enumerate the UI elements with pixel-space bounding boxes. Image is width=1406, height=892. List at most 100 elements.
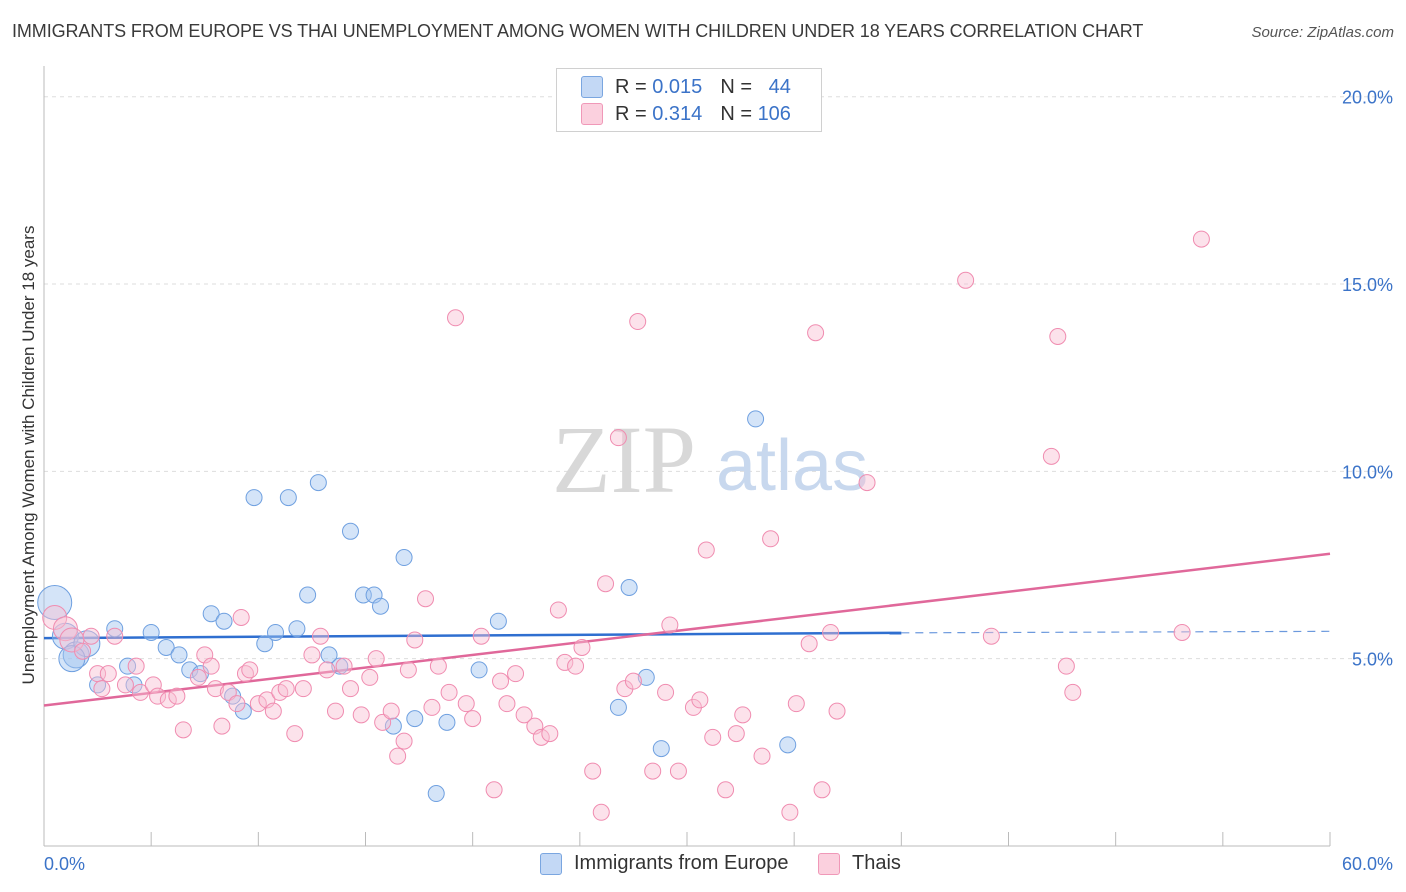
data-point-europe [395,549,413,567]
data-point-europe [157,638,175,656]
data-point-thais [498,695,516,713]
x-tick-label: 0.0% [44,854,85,874]
data-point-thais [93,680,111,698]
data-point-europe [288,620,306,638]
data-point-thais [440,683,458,701]
data-point-thais [423,698,441,716]
trend-line-europe [43,631,902,640]
legend-n-label: N = [720,75,752,98]
data-point-thais [417,590,435,608]
y-tick-label: 20.0% [1342,88,1393,108]
data-point-thais [326,702,344,720]
series-swatch-thais [818,852,840,875]
legend-r-label: R = [615,102,647,125]
data-point-thais [858,474,876,492]
data-point-thais [457,695,475,713]
data-point-thais [352,706,370,724]
data-point-thais [74,642,92,660]
data-point-europe [384,717,402,735]
data-point-europe [620,579,638,597]
data-point-thais [567,657,585,675]
data-point-thais [957,271,975,289]
data-point-thais [277,680,295,698]
y-axis-label: Unemployment Among Women with Children U… [19,225,38,685]
y-tick-label: 5.0% [1352,650,1393,670]
correlation-legend: R = 0.015 N = 44 R = 0.314 N = 106 [556,68,822,132]
data-point-thais [189,668,207,686]
data-point-europe [438,713,456,731]
data-point-thais [399,661,417,679]
data-point-thais [584,762,602,780]
data-point-thais [704,728,722,746]
data-point-thais [813,781,831,799]
legend-swatch-europe [581,76,603,98]
data-point-thais [228,695,246,713]
data-point-thais [982,627,1000,645]
data-point-europe [106,620,124,638]
series-legend-europe: Immigrants from Europe [540,852,789,875]
data-point-europe [489,612,507,630]
data-point-thais [429,657,447,675]
data-point-europe [331,657,349,675]
legend-r-value: 0.015 [652,75,703,98]
data-point-thais [219,683,237,701]
data-point-europe [427,785,445,803]
data-point-thais [303,646,321,664]
data-point-thais [341,680,359,698]
data-point-europe [73,630,101,658]
axes [43,66,1331,847]
data-point-thais [1192,230,1210,248]
legend-swatch-thais [581,103,603,125]
data-point-thais [144,676,162,694]
data-point-thais [318,661,336,679]
data-point-thais [507,665,525,683]
data-point-thais [734,706,752,724]
series-legend: Immigrants from Europe Thais [0,852,1406,878]
data-point-europe [372,597,390,615]
legend-n-value: 106 [757,102,791,125]
data-point-thais [532,728,550,746]
data-point-thais [202,657,220,675]
source-credit: Source: ZipAtlas.com [1251,24,1394,41]
data-point-europe [747,410,765,428]
data-point-europe [266,623,284,641]
data-point-thais [213,717,231,735]
data-point-europe [256,635,274,653]
trend-line-thais [43,552,1331,707]
data-point-europe [309,474,327,492]
legend-n-label: N = [720,102,752,125]
data-point-thais [515,706,533,724]
trend-line-europe-extension [901,630,1331,634]
data-point-thais [1057,657,1075,675]
watermark-zip: ZIP [552,406,696,513]
data-point-europe [245,489,263,507]
data-point-thais [573,638,591,656]
data-point-thais [828,702,846,720]
y-tick-label: 10.0% [1342,462,1393,482]
data-point-thais [787,695,805,713]
data-point-europe [779,736,797,754]
data-point-europe [37,584,73,620]
data-point-thais [116,676,134,694]
data-point-thais [106,627,124,645]
data-point-thais [286,725,304,743]
data-point-thais [629,313,647,331]
data-point-thais [691,691,709,709]
legend-row-thais: R = 0.314 N = 106 [581,101,791,127]
data-point-europe [652,740,670,758]
tick-labels: 5.0% 10.0% 15.0% 20.0% 0.0% 60.0% [44,88,1393,874]
data-point-thais [264,702,282,720]
legend-r-value: 0.314 [652,102,703,125]
data-point-europe [202,605,220,623]
y-tick-label: 15.0% [1342,275,1393,295]
data-point-thais [1042,447,1060,465]
data-point-thais [485,781,503,799]
data-point-thais [472,627,490,645]
data-point-europe [170,646,188,664]
data-point-europe [637,668,655,686]
data-point-thais [657,683,675,701]
data-point-thais [464,710,482,728]
data-point-thais [541,725,559,743]
watermark-atlas: atlas [716,426,868,506]
